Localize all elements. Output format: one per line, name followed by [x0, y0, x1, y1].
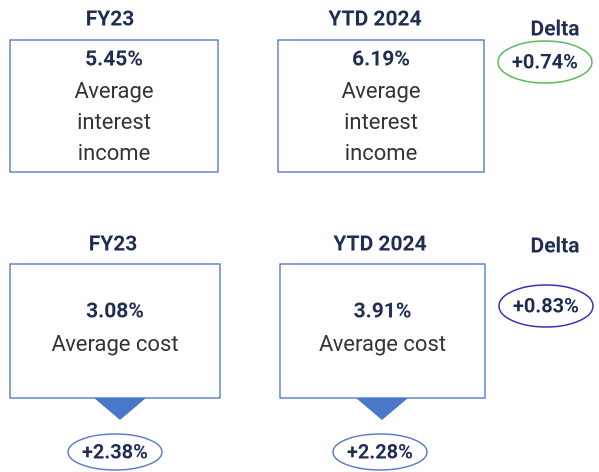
spread-outline — [67, 433, 163, 471]
column-header: YTD 2024 — [333, 233, 426, 257]
metric-value: 6.19% — [352, 48, 410, 72]
spread-outline — [332, 433, 428, 471]
down-arrow — [94, 398, 146, 420]
column-header: YTD 2024 — [328, 8, 421, 32]
column-header: Delta — [531, 18, 580, 42]
spread-value: +2.38% — [82, 439, 148, 463]
metric-label: income — [345, 141, 418, 166]
metric-box — [279, 263, 486, 399]
column-header: FY23 — [86, 8, 135, 32]
metric-box — [277, 39, 485, 173]
delta-value: +0.74% — [512, 49, 578, 73]
delta-outline — [497, 40, 593, 84]
spread-value: +2.28% — [347, 439, 413, 463]
column-header: Delta — [531, 235, 580, 259]
delta-value: +0.83% — [513, 293, 579, 317]
metric-box — [9, 39, 219, 173]
metric-value: 5.45% — [85, 48, 143, 72]
metric-box — [9, 263, 221, 399]
delta-outline — [498, 284, 594, 328]
metric-label: Average — [341, 79, 420, 104]
metric-label: interest — [77, 110, 151, 135]
metric-value: 3.08% — [86, 300, 144, 324]
column-header: FY23 — [89, 233, 138, 257]
metric-label: interest — [344, 110, 418, 135]
metric-label: Average cost — [319, 332, 446, 357]
metric-label: income — [78, 141, 151, 166]
down-arrow — [356, 398, 408, 420]
metric-value: 3.91% — [354, 300, 412, 324]
metric-label: Average — [74, 79, 153, 104]
metric-label: Average cost — [51, 332, 178, 357]
